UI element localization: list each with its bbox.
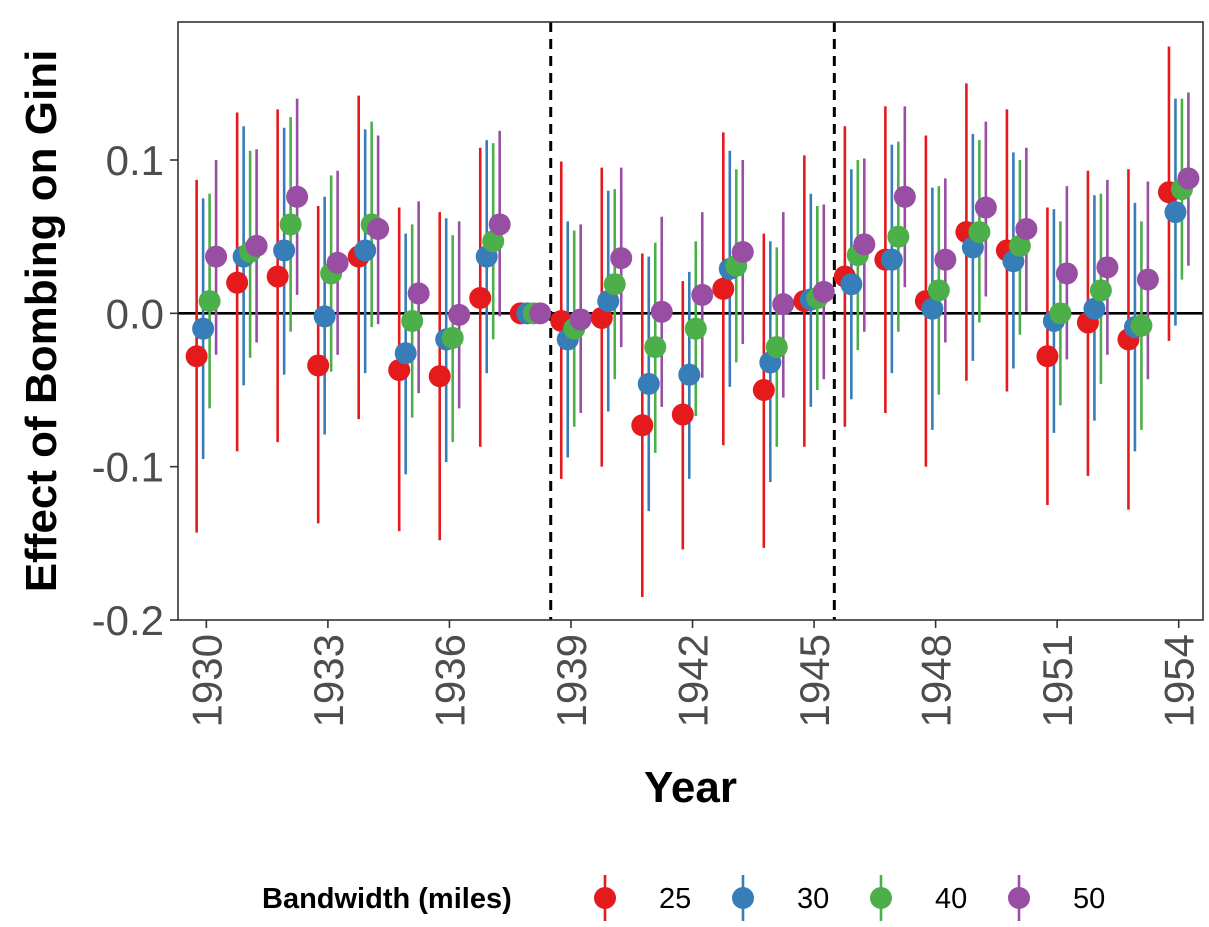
point-25-1944 [752, 379, 775, 401]
x-tick-label: 1930 [183, 634, 230, 727]
point-50-1941 [650, 300, 673, 323]
point-40-1937 [482, 230, 505, 253]
legend-label-25: 25 [659, 883, 691, 915]
point-40-1942 [684, 317, 707, 340]
y-tick-label: 0.1 [106, 137, 164, 184]
legend-key-point-25 [594, 887, 616, 909]
legend-key-point-30 [732, 887, 754, 909]
point-50-1933 [326, 251, 349, 274]
legend-label-30: 30 [797, 883, 829, 915]
point-25-1930 [185, 345, 208, 368]
point-40-1930 [198, 290, 221, 313]
point-40-1935 [401, 310, 424, 332]
point-50-1944 [772, 293, 795, 316]
point-50-1937 [488, 213, 511, 236]
x-axis-ticks: 1930 1933 1936 1939 1942 1945 1948 1951 1954 [183, 620, 1203, 727]
point-50-1931 [245, 234, 268, 257]
data-marks-layer [185, 46, 1200, 597]
point-30-1933 [313, 305, 336, 328]
point-40-1941 [644, 336, 667, 359]
point-50-1938 [529, 302, 552, 325]
point-40-1953 [1130, 314, 1153, 337]
point-50-1953 [1136, 268, 1159, 291]
point-50-1934 [367, 218, 390, 240]
point-50-1932 [286, 185, 309, 208]
point-50-1945 [812, 280, 835, 303]
point-50-1943 [731, 241, 754, 263]
point-25-1940 [590, 306, 613, 329]
point-50-1930 [205, 245, 228, 268]
x-axis-title: Year [644, 763, 737, 812]
point-30-1930 [192, 317, 215, 340]
point-50-1936 [448, 303, 471, 326]
legend: Bandwidth (miles) 25 30 40 50 [262, 875, 1105, 921]
y-tick-label: -0.2 [92, 597, 164, 644]
point-25-1931 [226, 271, 249, 294]
point-40-1936 [441, 326, 464, 349]
x-tick-label: 1933 [305, 634, 352, 727]
point-30-1940 [597, 290, 620, 313]
point-50-1942 [691, 283, 714, 306]
legend-key-point-50 [1008, 887, 1030, 909]
point-25-1935 [388, 359, 411, 382]
point-50-1949 [974, 196, 997, 219]
point-50-1954 [1177, 167, 1200, 190]
legend-key-point-40 [870, 887, 892, 909]
point-30-1954 [1164, 201, 1187, 224]
point-30-1932 [273, 239, 296, 262]
point-30-1948 [921, 297, 944, 320]
x-tick-label: 1945 [791, 634, 838, 727]
point-50-1951 [1055, 262, 1078, 285]
legend-label-40: 40 [935, 883, 967, 915]
y-axis-ticks: -0.2 -0.1 0.0 0.1 [92, 137, 178, 644]
point-30-1946 [840, 273, 863, 296]
point-40-1947 [887, 225, 910, 248]
point-50-1939 [569, 308, 592, 331]
point-30-1935 [394, 342, 417, 365]
point-50-1935 [407, 282, 430, 305]
x-tick-label: 1948 [913, 634, 960, 727]
point-30-1942 [678, 363, 701, 386]
x-tick-label: 1954 [1156, 634, 1203, 727]
point-50-1948 [934, 248, 957, 271]
point-40-1948 [927, 279, 950, 302]
point-30-1941 [637, 372, 660, 395]
y-tick-label: 0.0 [106, 290, 164, 337]
x-tick-label: 1936 [426, 634, 473, 727]
point-25-1933 [307, 354, 330, 377]
point-40-1951 [1049, 302, 1072, 325]
point-25-1943 [712, 277, 735, 300]
point-40-1952 [1089, 279, 1112, 302]
point-50-1946 [853, 233, 876, 256]
point-30-1934 [354, 239, 377, 262]
point-25-1936 [428, 365, 451, 388]
point-40-1932 [279, 213, 302, 236]
point-40-1940 [603, 273, 626, 296]
legend-title: Bandwidth (miles) [262, 883, 512, 915]
x-tick-label: 1942 [670, 634, 717, 727]
y-tick-label: -0.1 [92, 444, 164, 491]
point-30-1947 [880, 248, 903, 271]
x-tick-label: 1951 [1034, 634, 1081, 727]
point-50-1940 [610, 247, 633, 270]
point-40-1950 [1008, 234, 1031, 257]
point-30-1952 [1083, 297, 1106, 320]
legend-label-50: 50 [1073, 883, 1105, 915]
x-tick-label: 1939 [548, 634, 595, 727]
point-50-1950 [1015, 218, 1038, 240]
plot-panel-border [177, 21, 1204, 621]
point-50-1952 [1096, 256, 1119, 279]
point-25-1932 [266, 265, 289, 288]
point-25-1951 [1036, 345, 1059, 368]
point-25-1942 [671, 403, 694, 426]
point-50-1947 [893, 185, 916, 208]
point-40-1949 [968, 221, 991, 244]
point-40-1944 [765, 336, 788, 359]
y-axis-title: Effect of Bombing on Gini [17, 50, 66, 593]
point-25-1941 [631, 414, 654, 437]
point-25-1937 [469, 287, 492, 309]
